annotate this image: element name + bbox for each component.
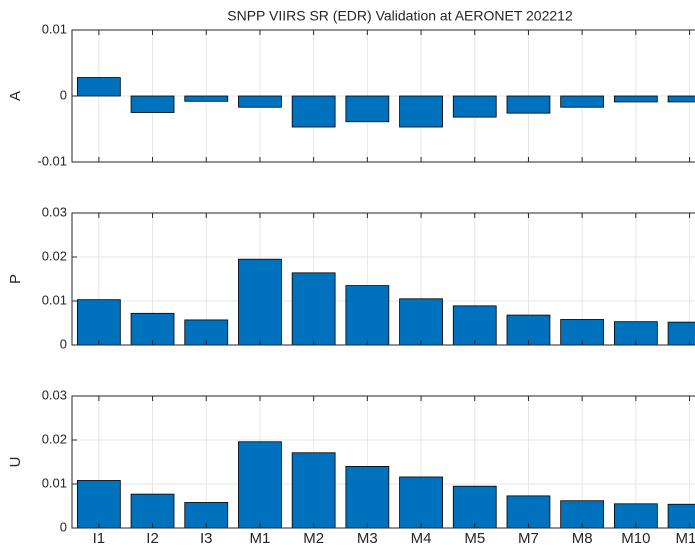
y-axis-label: P [7,274,24,284]
bar [560,319,605,346]
bar [399,476,443,529]
bar [130,95,175,113]
bar [291,272,336,346]
y-tick-label: 0.03 [42,204,67,219]
bar [238,441,282,529]
bar [76,299,121,346]
chart-title: SNPP VIIRS SR (EDR) Validation at AERONE… [227,8,573,24]
bar [130,312,175,346]
bar [76,77,121,97]
bar [238,258,282,346]
bar [560,95,605,108]
bar [667,321,695,346]
bar [452,485,497,529]
bar [291,452,336,529]
x-tick-label: M11 [676,530,695,545]
bar [452,305,497,346]
y-tick-label: -0.01 [37,153,67,168]
x-tick-label: M8 [572,530,593,545]
y-tick-label: 0.01 [42,21,67,36]
bar [76,480,121,529]
bar [291,95,336,128]
y-tick-label: 0.02 [42,248,67,263]
bar [506,495,551,529]
y-tick-label: 0 [60,519,67,534]
bar [238,95,282,108]
bar [345,285,390,346]
x-tick-label: M3 [357,530,378,545]
bar [345,465,390,529]
y-axis-label: A [7,91,24,101]
y-axis-label: U [7,457,24,468]
x-tick-label: M2 [303,530,324,545]
bar [184,95,229,102]
axes-box [71,212,695,346]
bar [345,95,390,123]
x-tick-label: I2 [146,530,159,545]
x-tick-label: I1 [93,530,106,545]
bar [613,95,658,103]
bar [399,298,443,346]
axes-box [71,29,695,163]
bar [399,95,443,128]
x-tick-label: I3 [200,530,213,545]
bar [667,503,695,529]
bar [452,95,497,118]
x-tick-label: M10 [621,530,650,545]
x-tick-label: M7 [518,530,539,545]
y-tick-label: 0 [60,336,67,351]
x-tick-label: M5 [464,530,485,545]
axes-box [71,395,695,529]
bar [506,95,551,114]
x-tick-label: M1 [250,530,271,545]
bar [130,493,175,529]
x-tick-label: M4 [411,530,432,545]
bar [667,95,695,103]
y-tick-label: 0.02 [42,431,67,446]
y-tick-label: 0.01 [42,292,67,307]
y-tick-label: 0 [60,87,67,102]
y-tick-label: 0.03 [42,387,67,402]
y-tick-label: 0.01 [42,475,67,490]
